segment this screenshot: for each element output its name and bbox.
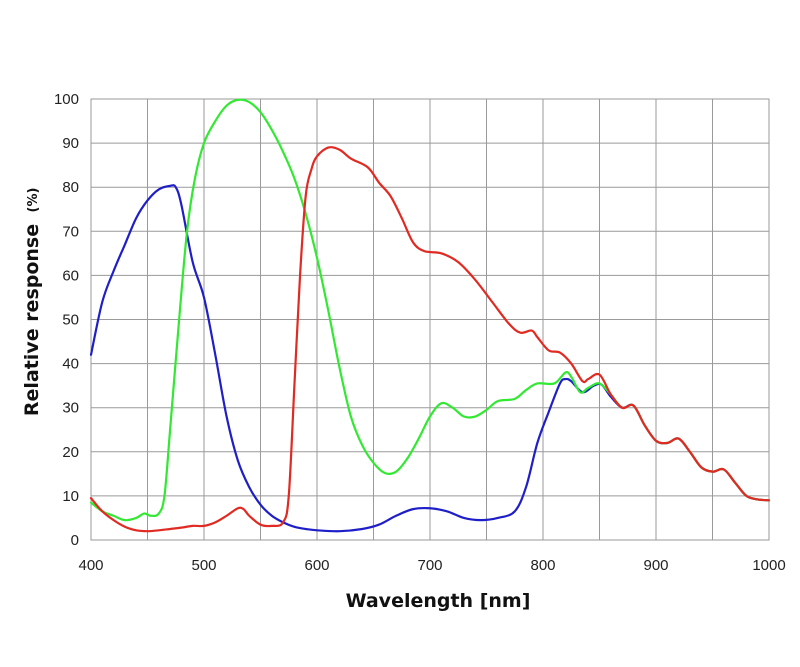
- grid: [91, 99, 769, 540]
- y-tick-label: 70: [62, 223, 79, 240]
- y-axis-label-group: Relative response (%): [21, 188, 43, 417]
- x-tick-labels: 400 500 600 700 800 900 1000: [78, 557, 785, 574]
- x-tick-label: 500: [191, 557, 216, 574]
- y-tick-labels: 0 10 20 30 40 50 60 70 80 90 100: [54, 91, 79, 549]
- y-axis-label: Relative response: [21, 224, 43, 416]
- plot-frame: [90, 98, 770, 541]
- y-axis-unit: (%): [26, 188, 41, 213]
- y-tick-label: 100: [54, 91, 79, 108]
- y-tick-label: 50: [62, 312, 79, 329]
- series-line-3: [89, 146, 771, 533]
- x-axis-label: Wavelength [nm]: [346, 590, 531, 612]
- x-tick-label: 900: [643, 557, 668, 574]
- x-tick-label: 600: [304, 557, 329, 574]
- y-tick-label: 30: [62, 400, 79, 417]
- y-tick-label: 60: [62, 267, 79, 284]
- y-tick-label: 0: [71, 532, 79, 549]
- x-tick-label: 400: [78, 557, 103, 574]
- x-tick-label: 700: [417, 557, 442, 574]
- y-tick-label: 90: [62, 135, 79, 152]
- y-tick-label: 20: [62, 444, 79, 461]
- x-tick-label: 800: [530, 557, 555, 574]
- series-group: [89, 98, 771, 533]
- y-tick-label: 80: [62, 179, 79, 196]
- y-tick-label: 10: [62, 488, 79, 505]
- x-tick-label: 1000: [752, 557, 785, 574]
- y-tick-label: 40: [62, 356, 79, 373]
